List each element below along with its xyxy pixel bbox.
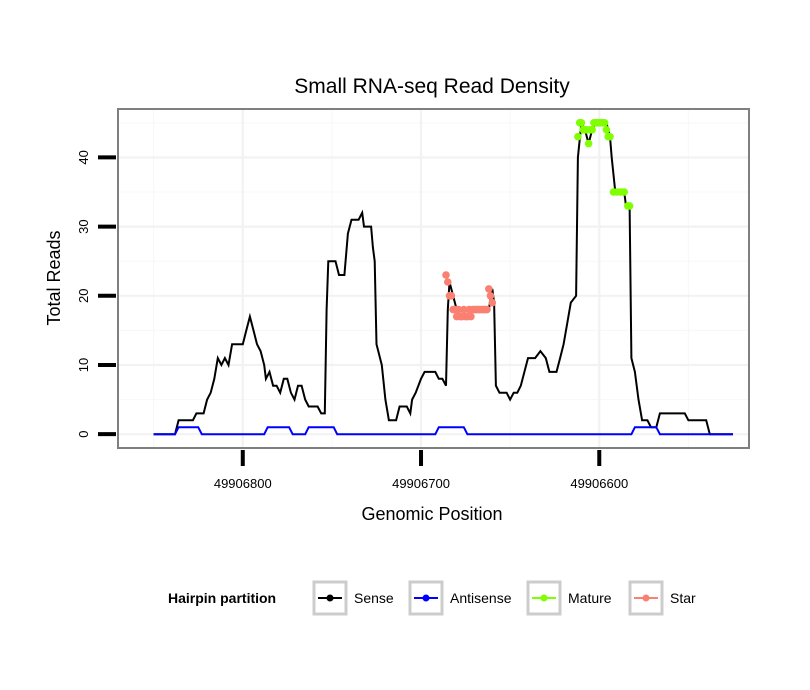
y-axis: 0 10 20 30 40 [76, 150, 116, 438]
legend-key-point [422, 594, 430, 602]
plot-panel [118, 109, 749, 448]
x-tick-label: 49906600 [570, 476, 628, 491]
legend-label: Antisense [450, 590, 512, 606]
legend-key-point [326, 594, 334, 602]
data-point-star [488, 298, 497, 307]
legend-label: Mature [568, 590, 612, 606]
data-point-mature [602, 126, 611, 134]
data-point-mature [588, 126, 596, 134]
series-layer [153, 119, 733, 436]
y-axis-label: Total Reads [44, 230, 64, 325]
legend-label: Sense [354, 590, 394, 606]
x-tick-label: 49906700 [392, 476, 450, 491]
data-point-star [460, 305, 468, 314]
series-star [442, 271, 497, 321]
y-tick-label: 30 [76, 219, 91, 233]
legend: Hairpin partition Sense Antisense Mature St… [168, 580, 696, 616]
data-point-mature [574, 132, 582, 141]
data-point-mature [600, 119, 609, 127]
data-point-mature [584, 139, 593, 148]
data-point-star [447, 292, 456, 300]
series-line-antisense [153, 426, 733, 436]
series-mature [574, 119, 634, 210]
y-tick-label: 20 [76, 289, 91, 303]
legend-item-star: Star [628, 580, 696, 616]
data-point-star [467, 312, 475, 321]
legend-label: Star [670, 590, 696, 606]
legend-item-antisense: Antisense [408, 580, 512, 616]
data-point-star [454, 305, 463, 314]
data-point-mature [577, 119, 586, 127]
minor-gridlines [118, 109, 749, 448]
legend-title: Hairpin partition [168, 590, 276, 606]
data-point-mature [625, 202, 634, 210]
y-tick-label: 0 [76, 431, 91, 438]
data-point-star [442, 271, 450, 279]
plot-panel-border [117, 108, 750, 449]
data-point-star [483, 305, 491, 314]
legend-key-point [540, 594, 548, 602]
major-gridlines [118, 109, 749, 448]
x-tick-label: 49906800 [214, 476, 272, 491]
legend-item-mature: Mature [526, 580, 612, 616]
legend-item-sense: Sense [312, 580, 394, 616]
data-point-mature [620, 188, 628, 196]
data-point-star [485, 285, 493, 293]
y-tick-label: 40 [76, 150, 91, 164]
chart-title: Small RNA-seq Read Density [294, 75, 570, 98]
series-antisense [153, 426, 733, 436]
data-point-star [486, 292, 495, 300]
x-axis: 49906800 49906700 49906600 [214, 450, 628, 491]
x-axis-label: Genomic Position [361, 504, 502, 524]
y-tick-label: 10 [76, 358, 91, 372]
legend-key-point [642, 594, 650, 602]
data-point-mature [606, 132, 614, 141]
data-point-star [444, 278, 452, 286]
